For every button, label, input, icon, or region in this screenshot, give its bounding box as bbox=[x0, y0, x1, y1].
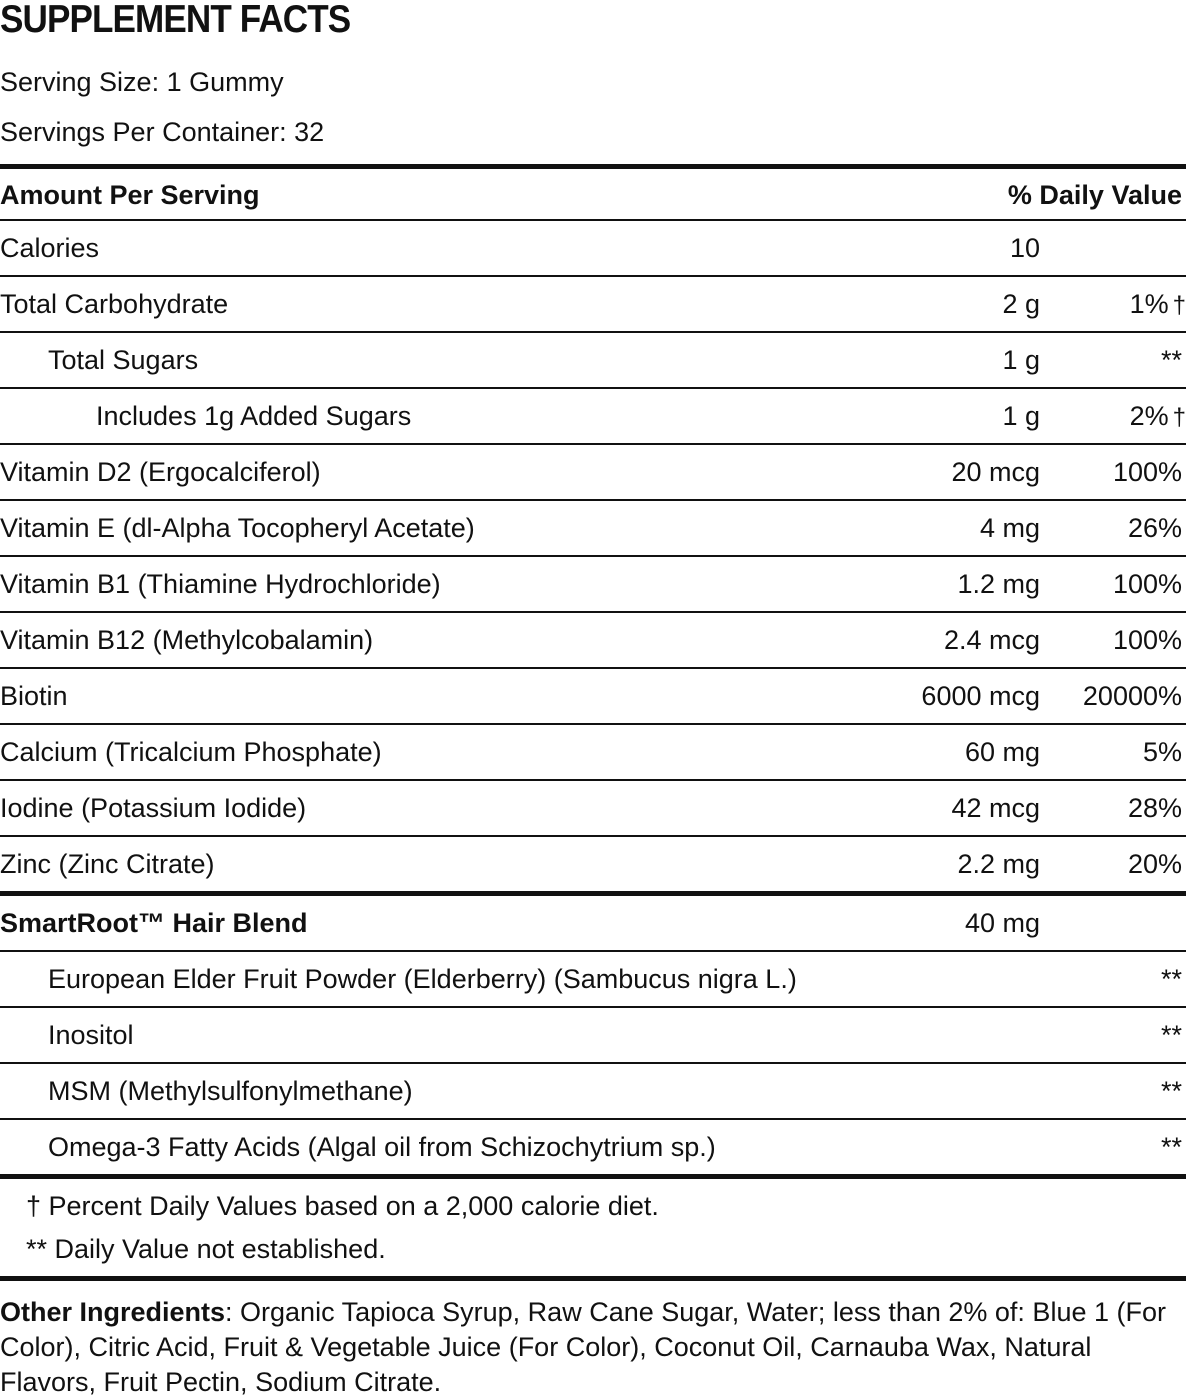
daily-value: ** bbox=[1160, 1076, 1182, 1106]
facts-table: Amount Per Serving % Daily Value Calorie… bbox=[0, 164, 1186, 1179]
nutrient-name: Iodine (Potassium Iodide) bbox=[0, 793, 307, 823]
dv-value: 5% bbox=[1142, 737, 1182, 767]
amount: 10 bbox=[1009, 233, 1040, 263]
daily-value: 20000% bbox=[1083, 669, 1182, 723]
fact-row: Vitamin D2 (Ergocalciferol) 20 mcg 100% bbox=[0, 445, 1186, 501]
amount: 2 g bbox=[1002, 289, 1040, 319]
daily-value: ** bbox=[1161, 333, 1182, 387]
daily-value: 28% bbox=[1128, 781, 1182, 835]
dv-value: 28% bbox=[1127, 793, 1182, 823]
dv-mark: † bbox=[1172, 292, 1186, 319]
fact-row: Vitamin B12 (Methylcobalamin) 2.4 mcg 100% bbox=[0, 613, 1186, 669]
daily-value: 100% bbox=[1113, 445, 1182, 499]
fact-row: Calcium (Tricalcium Phosphate) 60 mg 5% bbox=[0, 725, 1186, 781]
other-label: Other Ingredients bbox=[0, 1297, 226, 1327]
nutrient-name: Zinc (Zinc Citrate) bbox=[0, 849, 215, 879]
daily-value: 26% bbox=[1128, 501, 1182, 555]
nutrient-name: Total Carbohydrate bbox=[0, 289, 229, 319]
amount: 6000 mcg bbox=[921, 681, 1040, 711]
header-row: Amount Per Serving % Daily Value bbox=[0, 164, 1186, 221]
dv-value: 20000% bbox=[1082, 681, 1182, 711]
nutrient-name: Vitamin E (dl-Alpha Tocopheryl Acetate) bbox=[0, 513, 475, 543]
nutrient-name: Calcium (Tricalcium Phosphate) bbox=[0, 737, 382, 767]
footnote: † Percent Daily Values based on a 2,000 … bbox=[26, 1191, 659, 1221]
amount: 1 g bbox=[1002, 345, 1040, 375]
other-text: : Organic Tapioca Syrup, Raw Cane Sugar,… bbox=[0, 1297, 1166, 1397]
blend-row: SmartRoot™ Hair Blend 40 mg bbox=[0, 896, 1186, 952]
amount: 20 mcg bbox=[951, 457, 1040, 487]
ingredient-name: MSM (Methylsulfonylmethane) bbox=[48, 1076, 413, 1106]
fact-row: Biotin 6000 mcg 20000% bbox=[0, 669, 1186, 725]
dv-value: 100% bbox=[1112, 569, 1182, 599]
blend-ingredient-row: Omega-3 Fatty Acids (Algal oil from Schi… bbox=[0, 1120, 1186, 1179]
servings-per-container: Servings Per Container: 32 bbox=[0, 117, 325, 147]
daily-value: ** bbox=[1160, 964, 1182, 994]
nutrient-name: Includes 1g Added Sugars bbox=[96, 401, 412, 431]
blend-ingredient-row: Inositol ** bbox=[0, 1008, 1186, 1064]
blend-ingredient-row: MSM (Methylsulfonylmethane) ** bbox=[0, 1064, 1186, 1120]
dv-value: ** bbox=[1160, 345, 1182, 375]
blend-ingredient-row: European Elder Fruit Powder (Elderberry)… bbox=[0, 952, 1186, 1008]
ingredient-name: Omega-3 Fatty Acids (Algal oil from Schi… bbox=[48, 1132, 716, 1162]
serving-size: Serving Size: 1 Gummy bbox=[0, 67, 284, 97]
other-ingredients: Other Ingredients: Organic Tapioca Syrup… bbox=[0, 1295, 1186, 1400]
amount: 2.2 mg bbox=[957, 849, 1040, 879]
dv-value: 1% bbox=[1129, 289, 1169, 319]
nutrient-name: Total Sugars bbox=[48, 345, 199, 375]
daily-value: ** bbox=[1160, 1020, 1182, 1050]
header-dv: % Daily Value bbox=[1007, 180, 1182, 210]
dv-value: 100% bbox=[1112, 625, 1182, 655]
daily-value: 100% bbox=[1113, 557, 1182, 611]
dv-value: 26% bbox=[1127, 513, 1182, 543]
dv-value: 100% bbox=[1112, 457, 1182, 487]
daily-value: 1% † bbox=[1130, 277, 1186, 333]
amount: 60 mg bbox=[964, 737, 1040, 767]
footnote: ** Daily Value not established. bbox=[26, 1234, 386, 1264]
fact-row: Vitamin E (dl-Alpha Tocopheryl Acetate) 4… bbox=[0, 501, 1186, 557]
fact-row: Vitamin B1 (Thiamine Hydrochloride) 1.2 m… bbox=[0, 557, 1186, 613]
ingredient-name: Inositol bbox=[48, 1020, 134, 1050]
amount: 4 mg bbox=[979, 513, 1040, 543]
blend-name: SmartRoot™ Hair Blend bbox=[0, 908, 308, 938]
daily-value: 2% † bbox=[1130, 389, 1186, 445]
daily-value: ** bbox=[1160, 1132, 1182, 1162]
fact-row: Total Carbohydrate 2 g 1% † bbox=[0, 277, 1186, 333]
fact-row: Total Sugars 1 g ** bbox=[0, 333, 1186, 389]
nutrient-name: Vitamin B12 (Methylcobalamin) bbox=[0, 625, 374, 655]
blend-amount: 40 mg bbox=[964, 908, 1040, 938]
fact-row: Zinc (Zinc Citrate) 2.2 mg 20% bbox=[0, 837, 1186, 896]
nutrient-name: Biotin bbox=[0, 681, 68, 711]
daily-value: 20% bbox=[1128, 837, 1182, 891]
header-amount: Amount Per Serving bbox=[0, 180, 260, 210]
daily-value: 5% bbox=[1143, 725, 1182, 779]
nutrient-name: Calories bbox=[0, 233, 100, 263]
nutrient-name: Vitamin D2 (Ergocalciferol) bbox=[0, 457, 321, 487]
title: SUPPLEMENT FACTS bbox=[0, 0, 351, 41]
dv-value: 20% bbox=[1127, 849, 1182, 879]
nutrient-name: Vitamin B1 (Thiamine Hydrochloride) bbox=[0, 569, 441, 599]
ingredient-name: European Elder Fruit Powder (Elderberry)… bbox=[48, 964, 797, 994]
amount: 42 mcg bbox=[951, 793, 1040, 823]
fact-row: Includes 1g Added Sugars 1 g 2% † bbox=[0, 389, 1186, 445]
footnotes: † Percent Daily Values based on a 2,000 … bbox=[0, 1185, 1186, 1281]
daily-value: 100% bbox=[1113, 613, 1182, 667]
dv-mark: † bbox=[1172, 404, 1186, 431]
fact-row: Calories 10 bbox=[0, 221, 1186, 277]
amount: 1 g bbox=[1002, 401, 1040, 431]
amount: 2.4 mcg bbox=[943, 625, 1040, 655]
amount: 1.2 mg bbox=[957, 569, 1040, 599]
dv-value: 2% bbox=[1129, 401, 1169, 431]
fact-row: Iodine (Potassium Iodide) 42 mcg 28% bbox=[0, 781, 1186, 837]
